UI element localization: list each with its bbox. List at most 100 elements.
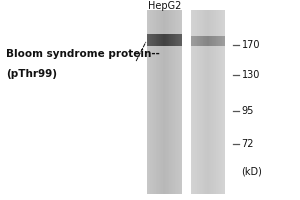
Bar bbox=[178, 10, 179, 194]
Bar bbox=[179, 10, 180, 194]
Bar bbox=[152, 10, 153, 194]
Bar bbox=[150, 10, 151, 194]
Bar bbox=[203, 10, 204, 194]
Bar bbox=[165, 10, 166, 194]
Bar bbox=[164, 34, 165, 46]
Bar bbox=[148, 34, 149, 46]
Bar bbox=[220, 36, 221, 46]
Bar bbox=[208, 10, 209, 194]
Bar bbox=[190, 10, 191, 194]
Bar bbox=[164, 10, 165, 194]
Bar bbox=[149, 34, 150, 46]
Bar bbox=[181, 10, 182, 194]
Bar bbox=[161, 10, 162, 194]
Bar bbox=[178, 34, 179, 46]
Bar bbox=[197, 36, 198, 46]
Bar bbox=[157, 34, 158, 46]
Bar bbox=[204, 36, 205, 46]
Bar bbox=[154, 10, 155, 194]
Bar bbox=[223, 10, 224, 194]
Bar bbox=[202, 10, 203, 194]
Bar bbox=[195, 10, 196, 194]
Bar bbox=[203, 36, 204, 46]
Bar bbox=[214, 10, 215, 194]
Bar bbox=[224, 10, 225, 194]
Bar bbox=[220, 10, 221, 194]
Bar bbox=[210, 36, 211, 46]
Bar bbox=[166, 10, 167, 194]
Text: Bloom syndrome protein--: Bloom syndrome protein-- bbox=[6, 49, 160, 59]
Bar bbox=[191, 10, 192, 194]
Bar bbox=[209, 36, 210, 46]
Bar bbox=[206, 36, 207, 46]
Text: 170: 170 bbox=[242, 40, 260, 50]
Bar bbox=[150, 34, 151, 46]
Bar bbox=[169, 10, 170, 194]
Bar bbox=[207, 36, 208, 46]
Bar bbox=[210, 10, 211, 194]
Bar bbox=[166, 34, 167, 46]
Bar bbox=[148, 10, 149, 194]
Bar bbox=[209, 10, 210, 194]
Bar bbox=[200, 36, 201, 46]
Bar bbox=[201, 10, 202, 194]
Bar bbox=[204, 10, 205, 194]
Bar bbox=[176, 10, 177, 194]
Bar bbox=[212, 10, 213, 194]
Bar bbox=[160, 34, 161, 46]
Bar bbox=[174, 34, 175, 46]
Bar bbox=[193, 10, 194, 194]
Bar bbox=[181, 34, 182, 46]
Bar bbox=[219, 36, 220, 46]
Bar bbox=[207, 10, 208, 194]
Bar bbox=[170, 34, 171, 46]
Bar bbox=[215, 10, 216, 194]
Bar bbox=[177, 34, 178, 46]
Bar bbox=[153, 34, 154, 46]
Bar bbox=[222, 36, 223, 46]
Bar bbox=[168, 10, 169, 194]
Bar bbox=[179, 34, 180, 46]
Bar bbox=[216, 36, 217, 46]
Text: 72: 72 bbox=[242, 139, 254, 149]
Bar bbox=[169, 34, 170, 46]
Bar bbox=[172, 10, 173, 194]
Bar bbox=[205, 10, 206, 194]
Bar bbox=[172, 34, 173, 46]
Bar bbox=[197, 10, 198, 194]
Bar bbox=[155, 10, 156, 194]
Bar bbox=[160, 10, 161, 194]
Bar bbox=[180, 34, 181, 46]
Bar bbox=[163, 34, 164, 46]
Bar bbox=[196, 10, 197, 194]
Bar bbox=[201, 36, 202, 46]
Bar bbox=[163, 10, 164, 194]
Text: HepG2: HepG2 bbox=[148, 1, 181, 11]
Text: 130: 130 bbox=[242, 70, 260, 80]
Bar bbox=[223, 36, 224, 46]
Bar bbox=[199, 10, 200, 194]
Bar bbox=[171, 10, 172, 194]
Bar bbox=[222, 10, 223, 194]
Bar bbox=[206, 10, 207, 194]
Bar bbox=[161, 34, 162, 46]
Bar bbox=[170, 10, 171, 194]
Bar bbox=[224, 36, 225, 46]
Bar bbox=[214, 36, 215, 46]
Bar bbox=[156, 10, 157, 194]
Bar bbox=[154, 34, 155, 46]
Bar bbox=[211, 36, 212, 46]
Bar bbox=[175, 10, 176, 194]
Bar bbox=[216, 10, 217, 194]
Bar bbox=[205, 36, 206, 46]
Bar bbox=[159, 34, 160, 46]
Bar bbox=[169, 34, 170, 46]
Bar bbox=[153, 10, 154, 194]
Bar bbox=[202, 36, 203, 46]
Bar bbox=[168, 34, 169, 46]
Bar bbox=[211, 10, 212, 194]
Bar bbox=[152, 34, 153, 46]
Bar bbox=[202, 10, 203, 194]
Bar bbox=[173, 34, 174, 46]
Bar bbox=[174, 10, 175, 194]
